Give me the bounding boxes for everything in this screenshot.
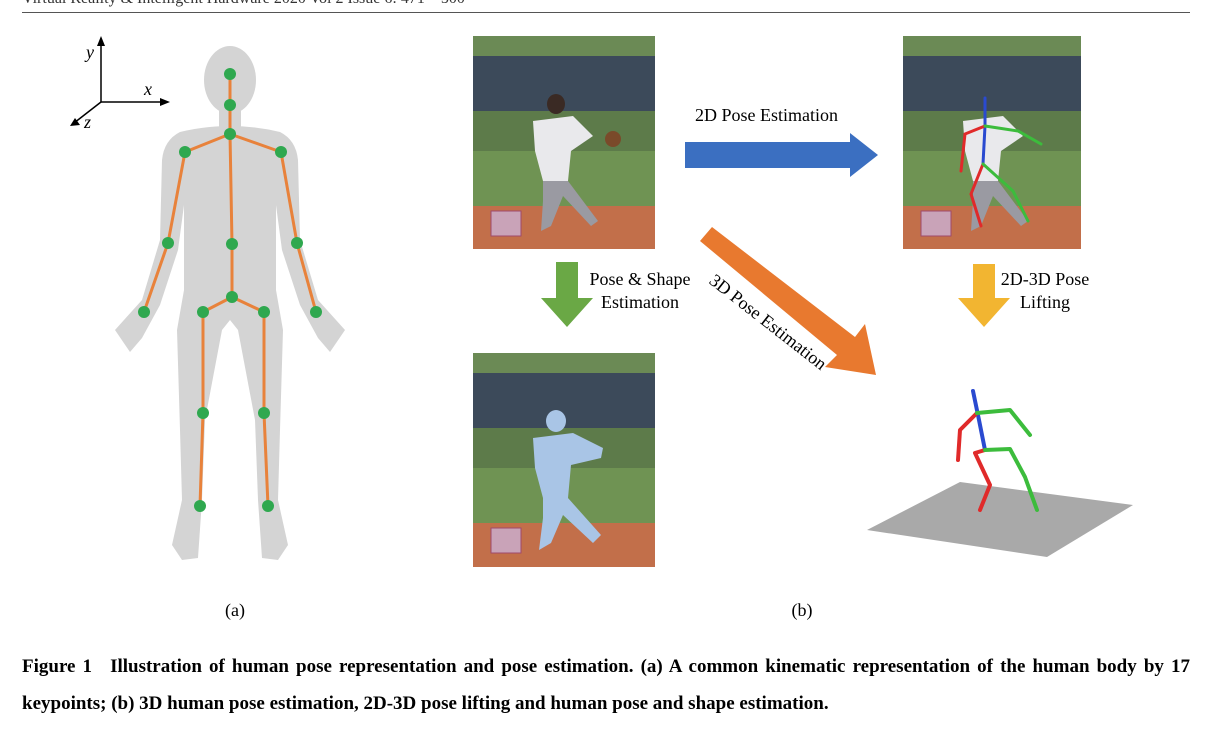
keypoint: [197, 306, 209, 318]
arrow-2d-pose-estimation: [685, 133, 878, 177]
keypoint: [291, 237, 303, 249]
figure-label: Figure 1: [22, 656, 93, 677]
arrow-lift-label-line2: Lifting: [1020, 292, 1070, 312]
arrow-pose-shape: [541, 262, 593, 327]
keypoint: [258, 407, 270, 419]
caption-text: Illustration of human pose representatio…: [22, 656, 1190, 714]
arrow-2d-label: 2D Pose Estimation: [695, 105, 838, 125]
panel-b-label: (b): [791, 600, 813, 620]
keypoint: [197, 407, 209, 419]
axis-z-label: z: [83, 112, 91, 132]
keypoint: [194, 500, 206, 512]
baseball-photo-mesh: [473, 353, 655, 567]
baseball-photo-input: [473, 36, 655, 249]
keypoint: [179, 146, 191, 158]
body-mesh-overlay: [533, 410, 603, 550]
keypoint: [226, 291, 238, 303]
keypoint: [138, 306, 150, 318]
body-keypoint-diagram: y x z: [70, 36, 345, 560]
arrow-3d-pose-estimation: [700, 227, 876, 375]
keypoint: [224, 128, 236, 140]
keypoint: [224, 68, 236, 80]
2d-skeleton-overlay: [959, 96, 1043, 228]
header-rule: [22, 12, 1190, 13]
arrow-lift-label-line1: 2D-3D Pose: [1000, 269, 1090, 289]
arrow-lift-label: 2D-3D Pose Lifting: [992, 268, 1098, 314]
keypoint: [310, 306, 322, 318]
ground-plane: [867, 482, 1133, 557]
keypoint: [224, 99, 236, 111]
keypoint: [162, 237, 174, 249]
arrow-shape-label: Pose & Shape Estimation: [578, 268, 702, 314]
baseball-photo-2d-pose: [903, 36, 1081, 249]
3d-skeleton: [956, 389, 1039, 512]
keypoint: [275, 146, 287, 158]
axis-y-label: y: [84, 42, 94, 62]
keypoint: [226, 238, 238, 250]
arrow-shape-label-line2: Estimation: [601, 292, 679, 312]
running-head: Virtual Reality & Intelligent Hardware 2…: [22, 0, 465, 8]
keypoints: [138, 68, 322, 512]
panel-a-label: (a): [225, 600, 245, 620]
3d-pose-result: [867, 389, 1133, 557]
pitcher-figure: [533, 94, 621, 231]
axes-icon: [70, 36, 170, 126]
axis-x-label: x: [143, 79, 152, 99]
figure-caption: Figure 1 Illustration of human pose repre…: [22, 648, 1190, 722]
keypoint: [262, 500, 274, 512]
arrow-2d-3d-lifting: [958, 264, 1010, 327]
keypoint: [258, 306, 270, 318]
arrow-shape-label-line1: Pose & Shape: [589, 269, 691, 289]
